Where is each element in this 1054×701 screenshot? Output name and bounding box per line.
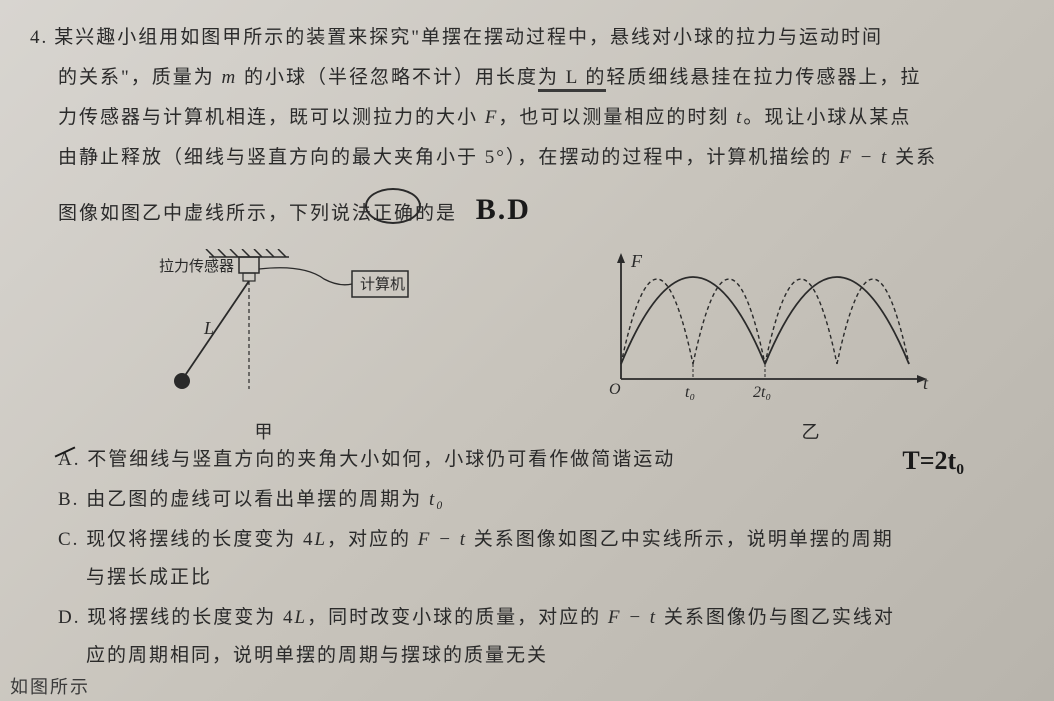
diagram-apparatus: 拉力传感器 计算机 L 甲 [114, 249, 414, 444]
t0-label: t₀ [685, 384, 695, 401]
option-d-c: 关系图像仍与图乙实线对 [657, 607, 895, 628]
option-d-a: 现将摆线的长度变为 4 [87, 607, 294, 628]
q-line4b: 关系 [888, 147, 937, 168]
option-d-line2: 应的周期相同，说明单摆的周期与摆球的质量无关 [86, 645, 548, 666]
q-line4a: 由静止释放（细线与竖直方向的最大夹角小于 5°），在摆动的过程中，计算机描绘的 [58, 147, 839, 168]
option-c-b: ，对应的 [327, 529, 418, 550]
option-c-Ft: F − t [418, 529, 467, 550]
q-line3b: ，也可以测量相应的时刻 [498, 107, 736, 128]
sensor-label-text: 拉力传感器 [159, 258, 234, 275]
option-d: D. 现将摆线的长度变为 4L，同时改变小球的质量，对应的 F − t 关系图像… [58, 599, 1024, 675]
2t0-label: 2t₀ [753, 384, 771, 401]
strike-icon [55, 446, 76, 457]
option-b-t0: t₀ [429, 489, 445, 510]
q-line2a: 的关系"，质量为 [58, 67, 222, 88]
diagram-graph: F t O t₀ 2t₀ 乙 [581, 249, 941, 444]
computer-label-text: 计算机 [360, 275, 405, 293]
option-a-text: 不管细线与竖直方向的夹角大小如何，小球仍可看作做简谐运动 [87, 449, 675, 470]
option-c-L: L [314, 529, 327, 550]
option-a: A. 不管细线与竖直方向的夹角大小如何，小球仍可看作做简谐运动 [58, 441, 1024, 479]
option-d-Ft: F − t [608, 607, 657, 628]
q-Ft: F − t [839, 147, 888, 168]
q-line2c: 轻质细线悬挂在拉力传感器上，拉 [606, 67, 921, 88]
t-axis-label: t [923, 373, 929, 393]
option-d-L: L [295, 607, 308, 628]
option-c-line2: 与摆长成正比 [86, 567, 212, 588]
option-b: B. 由乙图的虚线可以看出单摆的周期为 t₀ [58, 481, 1024, 519]
q-m: m [222, 67, 238, 88]
O-label: O [609, 381, 621, 398]
handwritten-answer: B.D [476, 193, 531, 226]
q-line3a: 力传感器与计算机相连，既可以测拉力的大小 [58, 107, 485, 128]
circled-text: 正确 [373, 203, 415, 224]
option-b-text: 由乙图的虚线可以看出单摆的周期为 [86, 489, 429, 510]
q-line5b: 的是 [415, 203, 457, 224]
q-line1: 某兴趣小组用如图甲所示的装置来探究"单摆在摆动过程中，悬线对小球的拉力与运动时间 [54, 27, 883, 48]
option-c-c: 关系图像如图乙中实线所示，说明单摆的周期 [467, 529, 894, 550]
q-line3c: 。现让小球从某点 [743, 107, 911, 128]
options-list: A. 不管细线与竖直方向的夹角大小如何，小球仍可看作做简谐运动 B. 由乙图的虚… [58, 441, 1024, 675]
q-line5a: 图像如图乙中虚线所示，下列说法 [58, 203, 373, 224]
hand-annotation: T=2t₀ [902, 446, 964, 476]
option-d-b: ，同时改变小球的质量，对应的 [307, 607, 608, 628]
circled-word: 正确 [373, 194, 415, 234]
diagrams-container: 拉力传感器 计算机 L 甲 F t [30, 249, 1024, 429]
q-F: F [485, 107, 499, 128]
option-c-a: 现仅将摆线的长度变为 4 [86, 529, 314, 550]
question-body: 4. 某兴趣小组用如图甲所示的装置来探究"单摆在摆动过程中，悬线对小球的拉力与运动… [30, 18, 1024, 241]
L-label-text: L [203, 318, 214, 338]
question-number: 4. [30, 18, 48, 58]
F-axis-label: F [630, 251, 643, 271]
cutoff-text: 如图所示 [10, 673, 90, 699]
option-c: C. 现仅将摆线的长度变为 4L，对应的 F − t 关系图像如图乙中实线所示，… [58, 521, 1024, 597]
apparatus-svg: 拉力传感器 计算机 L [114, 249, 414, 409]
q-underlined: 为 L 的 [538, 67, 606, 92]
graph-svg: F t O t₀ 2t₀ [581, 249, 941, 409]
q-line2b: 的小球（半径忽略不计）用长度 [237, 67, 538, 88]
